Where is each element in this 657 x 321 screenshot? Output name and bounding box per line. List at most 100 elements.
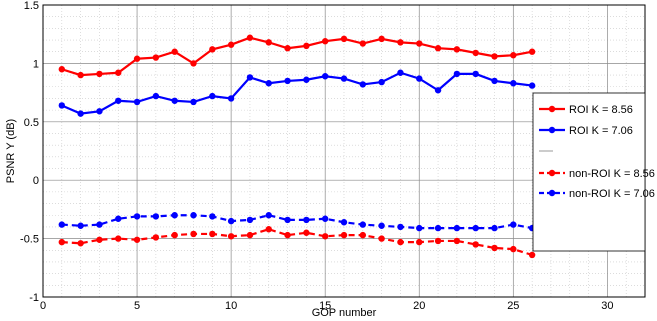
ticks: 0 5 10 15 20 25 30 -1 -0.5 0 0.5 1 1.5 <box>20 0 613 312</box>
data-point <box>58 66 66 73</box>
data-point <box>284 77 291 85</box>
data-point <box>321 38 329 45</box>
data-point <box>453 224 461 232</box>
data-point <box>152 92 160 100</box>
data-point <box>152 213 160 220</box>
y-tick-label: 0.5 <box>24 117 39 129</box>
data-point <box>58 221 66 228</box>
data-point <box>528 48 536 55</box>
data-point <box>190 60 197 67</box>
series-layer <box>58 34 536 259</box>
data-point <box>472 241 479 248</box>
data-point <box>453 46 461 53</box>
data-point <box>96 108 103 115</box>
legend-marker <box>548 169 556 177</box>
data-point <box>359 231 367 239</box>
data-point <box>416 238 423 246</box>
series-0 <box>58 34 536 79</box>
legend-marker <box>548 105 556 113</box>
data-point <box>209 230 216 238</box>
data-point <box>152 54 160 61</box>
data-point <box>340 35 348 43</box>
data-point <box>416 224 423 232</box>
data-point <box>133 55 141 62</box>
data-point <box>434 224 442 232</box>
legend: ROI K = 8.56 ROI K = 7.06 non-ROI K = 8.56… <box>532 92 655 252</box>
data-point <box>77 240 84 247</box>
data-point <box>284 216 291 224</box>
data-point <box>190 230 197 238</box>
data-point <box>96 221 103 228</box>
data-point <box>378 235 385 242</box>
data-point <box>491 244 498 252</box>
data-point <box>359 221 367 228</box>
data-point <box>171 231 178 239</box>
series-line <box>61 71 533 115</box>
data-point <box>453 70 461 78</box>
data-point <box>265 226 272 233</box>
y-tick-label: 1.5 <box>24 0 39 12</box>
y-axis-label: PSNR Y (dB) <box>5 119 17 183</box>
data-point <box>77 71 84 79</box>
x-tick-label: 20 <box>413 300 425 312</box>
data-point <box>510 80 517 87</box>
data-point <box>397 39 404 46</box>
y-tick-label: -1 <box>29 292 39 304</box>
data-point <box>416 75 423 82</box>
data-point <box>246 74 254 81</box>
data-point <box>77 222 84 229</box>
data-point <box>303 42 310 50</box>
data-point <box>378 78 385 86</box>
data-point <box>209 46 216 53</box>
x-tick-label: 15 <box>319 300 331 312</box>
data-point <box>133 213 141 220</box>
data-point <box>227 41 235 48</box>
series-1 <box>58 69 536 117</box>
legend-marker <box>548 189 556 197</box>
data-point <box>340 231 348 239</box>
data-point <box>115 69 122 76</box>
series-2 <box>58 226 536 259</box>
data-point <box>359 40 367 47</box>
legend-label: ROI K = 8.56 <box>569 104 633 116</box>
data-point <box>528 251 536 259</box>
legend-marker <box>548 126 556 134</box>
data-point <box>284 231 291 239</box>
data-point <box>321 233 329 240</box>
data-point <box>190 212 197 219</box>
data-point <box>397 238 404 246</box>
data-point <box>284 45 291 52</box>
x-tick-label: 25 <box>507 300 519 312</box>
data-point <box>528 82 536 89</box>
data-point <box>340 219 348 226</box>
data-point <box>209 92 216 100</box>
x-axis-label: GOP number <box>312 307 377 319</box>
data-point <box>246 216 254 224</box>
data-point <box>397 223 404 231</box>
data-point <box>96 236 103 243</box>
data-point <box>58 238 66 246</box>
data-point <box>472 224 479 232</box>
y-tick-label: -0.5 <box>20 234 39 246</box>
data-point <box>491 224 498 232</box>
data-point <box>434 45 442 52</box>
data-point <box>472 70 479 78</box>
data-point <box>115 235 122 242</box>
data-point <box>133 98 141 106</box>
data-point <box>58 102 66 109</box>
legend-label: non-ROI K = 7.06 <box>569 188 655 200</box>
data-point <box>510 245 517 253</box>
data-point <box>171 212 178 219</box>
data-point <box>378 35 385 43</box>
data-point <box>434 237 442 245</box>
data-point <box>378 222 385 229</box>
data-point <box>115 97 122 104</box>
data-point <box>416 40 423 47</box>
data-point <box>397 69 404 76</box>
data-point <box>227 217 235 225</box>
data-point <box>133 236 141 243</box>
data-point <box>453 237 461 245</box>
legend-label: non-ROI K = 8.56 <box>569 168 655 180</box>
x-tick-label: 30 <box>601 300 613 312</box>
data-point <box>340 75 348 82</box>
